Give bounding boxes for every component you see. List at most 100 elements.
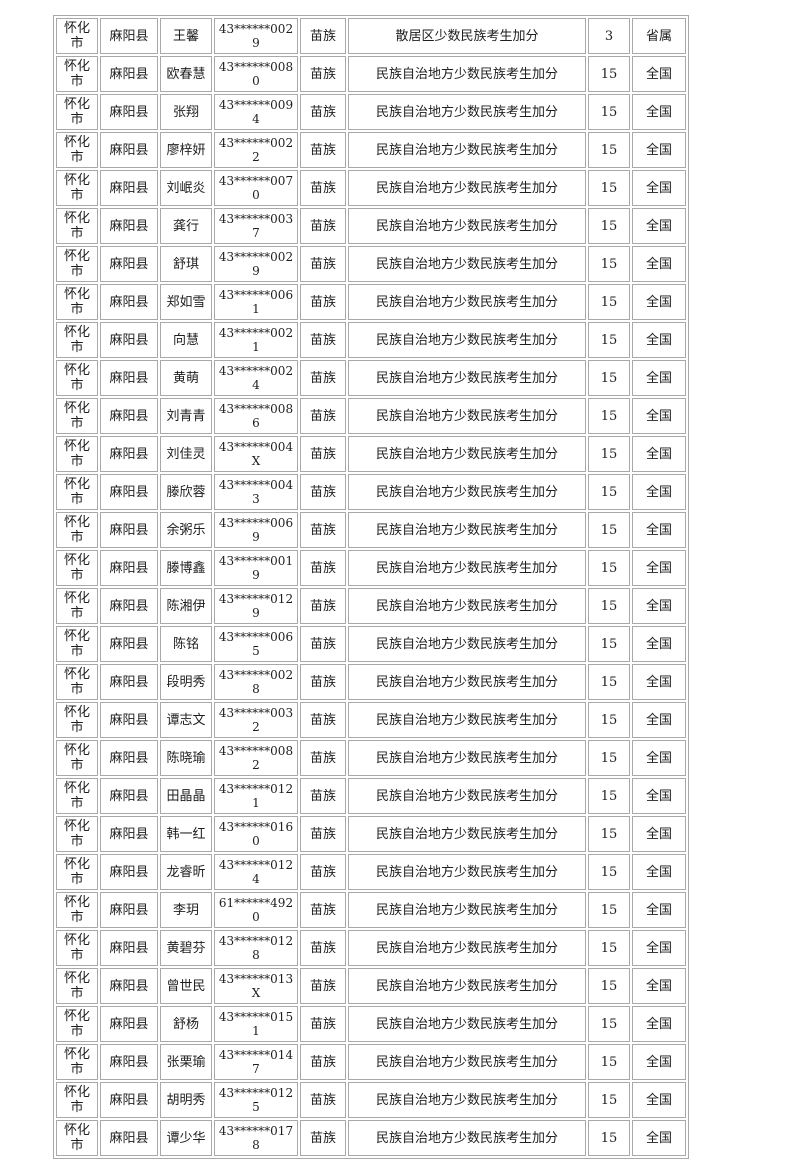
cell-scope: 全国 [632,968,686,1004]
cell-points: 15 [588,854,630,890]
table-row: 怀化市 麻阳县 郑如雪 43******0061 苗族 民族自治地方少数民族考生… [56,284,686,320]
cell-ethnicity: 苗族 [300,740,346,776]
cell-county: 麻阳县 [100,892,158,928]
table-row: 怀化市 麻阳县 谭少华 43******0178 苗族 民族自治地方少数民族考生… [56,1120,686,1156]
cell-county: 麻阳县 [100,588,158,624]
cell-points: 15 [588,588,630,624]
cell-county: 麻阳县 [100,740,158,776]
cell-scope: 全国 [632,512,686,548]
table-row: 怀化市 麻阳县 王馨 43******0029 苗族 散居区少数民族考生加分 3… [56,18,686,54]
cell-scope: 全国 [632,94,686,130]
cell-points: 15 [588,740,630,776]
table-row: 怀化市 麻阳县 刘青青 43******0086 苗族 民族自治地方少数民族考生… [56,398,686,434]
cell-student-name: 龙睿昕 [160,854,212,890]
cell-bonus-type: 民族自治地方少数民族考生加分 [348,588,586,624]
table-row: 怀化市 麻阳县 滕博鑫 43******0019 苗族 民族自治地方少数民族考生… [56,550,686,586]
cell-county: 麻阳县 [100,398,158,434]
cell-student-name: 龚行 [160,208,212,244]
cell-bonus-type: 民族自治地方少数民族考生加分 [348,892,586,928]
cell-id-number: 43******0124 [214,854,298,890]
cell-student-name: 段明秀 [160,664,212,700]
cell-points: 15 [588,170,630,206]
cell-city: 怀化市 [56,246,98,282]
cell-city: 怀化市 [56,436,98,472]
cell-city: 怀化市 [56,588,98,624]
cell-points: 15 [588,968,630,1004]
cell-ethnicity: 苗族 [300,1044,346,1080]
cell-ethnicity: 苗族 [300,322,346,358]
cell-city: 怀化市 [56,1044,98,1080]
cell-city: 怀化市 [56,398,98,434]
cell-id-number: 43******013X [214,968,298,1004]
table-row: 怀化市 麻阳县 舒琪 43******0029 苗族 民族自治地方少数民族考生加… [56,246,686,282]
cell-bonus-type: 民族自治地方少数民族考生加分 [348,474,586,510]
cell-ethnicity: 苗族 [300,132,346,168]
cell-id-number: 43******0029 [214,246,298,282]
cell-scope: 全国 [632,778,686,814]
cell-student-name: 谭少华 [160,1120,212,1156]
cell-points: 15 [588,702,630,738]
cell-bonus-type: 民族自治地方少数民族考生加分 [348,170,586,206]
cell-points: 15 [588,816,630,852]
cell-city: 怀化市 [56,1082,98,1118]
cell-city: 怀化市 [56,778,98,814]
cell-county: 麻阳县 [100,550,158,586]
cell-scope: 全国 [632,550,686,586]
cell-points: 15 [588,94,630,130]
cell-ethnicity: 苗族 [300,968,346,1004]
cell-bonus-type: 散居区少数民族考生加分 [348,18,586,54]
cell-scope: 全国 [632,474,686,510]
table-row: 怀化市 麻阳县 龚行 43******0037 苗族 民族自治地方少数民族考生加… [56,208,686,244]
cell-id-number: 43******0032 [214,702,298,738]
cell-county: 麻阳县 [100,778,158,814]
cell-ethnicity: 苗族 [300,816,346,852]
cell-city: 怀化市 [56,132,98,168]
cell-ethnicity: 苗族 [300,702,346,738]
cell-ethnicity: 苗族 [300,512,346,548]
cell-ethnicity: 苗族 [300,930,346,966]
cell-id-number: 43******0086 [214,398,298,434]
cell-id-number: 43******0128 [214,930,298,966]
cell-id-number: 43******0069 [214,512,298,548]
cell-ethnicity: 苗族 [300,246,346,282]
cell-ethnicity: 苗族 [300,208,346,244]
table-row: 怀化市 麻阳县 韩一红 43******0160 苗族 民族自治地方少数民族考生… [56,816,686,852]
table-row: 怀化市 麻阳县 陈铭 43******0065 苗族 民族自治地方少数民族考生加… [56,626,686,662]
cell-county: 麻阳县 [100,854,158,890]
cell-student-name: 谭志文 [160,702,212,738]
cell-scope: 全国 [632,246,686,282]
cell-student-name: 曾世民 [160,968,212,1004]
cell-city: 怀化市 [56,94,98,130]
cell-county: 麻阳县 [100,94,158,130]
cell-county: 麻阳县 [100,968,158,1004]
table-body: 怀化市 麻阳县 王馨 43******0029 苗族 散居区少数民族考生加分 3… [56,18,686,1156]
cell-points: 15 [588,208,630,244]
cell-scope: 全国 [632,930,686,966]
cell-city: 怀化市 [56,208,98,244]
table-row: 怀化市 麻阳县 张翔 43******0094 苗族 民族自治地方少数民族考生加… [56,94,686,130]
cell-student-name: 舒琪 [160,246,212,282]
cell-points: 3 [588,18,630,54]
cell-scope: 全国 [632,626,686,662]
table-row: 怀化市 麻阳县 龙睿昕 43******0124 苗族 民族自治地方少数民族考生… [56,854,686,890]
table-row: 怀化市 麻阳县 欧春慧 43******0080 苗族 民族自治地方少数民族考生… [56,56,686,92]
cell-id-number: 43******0129 [214,588,298,624]
table-row: 怀化市 麻阳县 向慧 43******0021 苗族 民族自治地方少数民族考生加… [56,322,686,358]
cell-points: 15 [588,512,630,548]
cell-id-number: 43******0022 [214,132,298,168]
cell-county: 麻阳县 [100,664,158,700]
cell-ethnicity: 苗族 [300,398,346,434]
cell-student-name: 韩一红 [160,816,212,852]
cell-county: 麻阳县 [100,284,158,320]
cell-student-name: 张栗瑜 [160,1044,212,1080]
cell-scope: 全国 [632,132,686,168]
cell-scope: 全国 [632,588,686,624]
cell-city: 怀化市 [56,474,98,510]
cell-bonus-type: 民族自治地方少数民族考生加分 [348,398,586,434]
cell-points: 15 [588,930,630,966]
cell-county: 麻阳县 [100,1006,158,1042]
cell-bonus-type: 民族自治地方少数民族考生加分 [348,284,586,320]
table-row: 怀化市 麻阳县 廖梓妍 43******0022 苗族 民族自治地方少数民族考生… [56,132,686,168]
cell-county: 麻阳县 [100,474,158,510]
cell-city: 怀化市 [56,968,98,1004]
